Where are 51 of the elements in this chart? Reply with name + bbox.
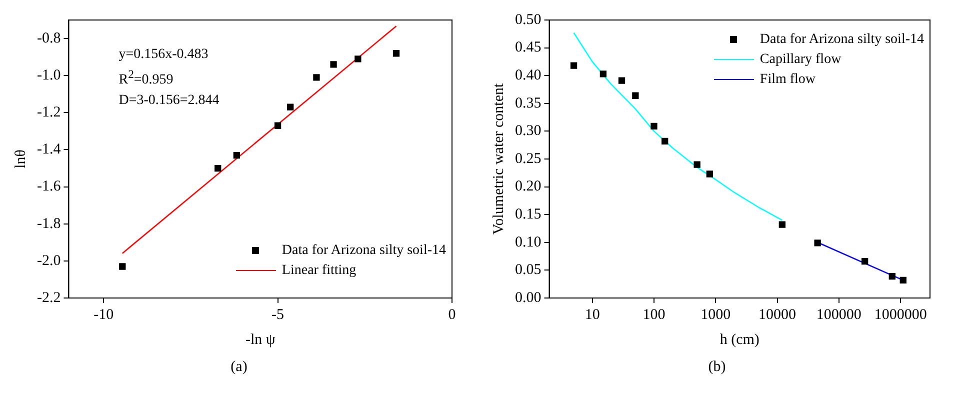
point xyxy=(392,50,400,57)
x-axis-title: -ln ψ xyxy=(245,332,276,348)
y-tick-label: 0.25 xyxy=(515,150,542,167)
annotation: D=3-0.156=2.844 xyxy=(118,92,220,110)
y-tick-label: -1.0 xyxy=(36,68,61,84)
y-tick-label: 0.05 xyxy=(515,262,542,278)
x-tick-label: 1000000 xyxy=(874,306,927,323)
point xyxy=(119,263,126,270)
y-tick-label: 0.10 xyxy=(515,234,542,250)
y-tick-label: 0.50 xyxy=(515,12,542,28)
point xyxy=(274,122,282,129)
legend-label: Data for Arizona silty soil-14 xyxy=(760,32,924,47)
y-axis-title: lnθ xyxy=(12,150,29,168)
x-tick-label: 0 xyxy=(448,306,456,323)
point xyxy=(354,56,362,62)
y-tick-label: 0.45 xyxy=(515,40,542,56)
legend-label: Data for Arizona silty soil-14 xyxy=(282,243,446,258)
y-tick-label: -1.4 xyxy=(36,142,62,158)
legend-label: Linear fitting xyxy=(282,263,356,278)
y-tick-label: 0.30 xyxy=(515,123,542,140)
annotation: R$^{2}$=0.959 xyxy=(118,67,174,90)
annotation: y=0.156x-0.483 xyxy=(118,46,210,64)
y-axis-title: Volumetric water content xyxy=(490,82,507,235)
x-axis-title: h (cm) xyxy=(720,332,760,348)
point xyxy=(313,74,320,81)
point xyxy=(214,164,222,172)
y-tick-label: -0.8 xyxy=(36,30,61,46)
y-tick-label: 0.35 xyxy=(515,95,542,112)
point xyxy=(330,61,337,68)
y-tick-label: -1.6 xyxy=(36,178,62,195)
x-tick-label: 100 xyxy=(642,306,666,323)
y-tick-label: 0.00 xyxy=(515,290,542,306)
y-tick-label: -2.0 xyxy=(36,252,61,269)
x-tick-label: -5 xyxy=(272,306,284,323)
legend-label: Film flow xyxy=(760,72,816,87)
text: (a) xyxy=(230,359,248,376)
x-tick-label: 10 xyxy=(584,306,600,323)
y-tick-label: 0.20 xyxy=(515,178,542,195)
y-tick-label: 0.15 xyxy=(515,206,542,223)
x-tick-label: 1000 xyxy=(700,306,731,323)
x-tick-label: 100000 xyxy=(816,306,862,323)
y-tick-label: 0.40 xyxy=(515,68,542,84)
y-tick-label: -1.2 xyxy=(36,104,61,121)
x-tick-label: 10000 xyxy=(758,306,796,323)
y-tick-label: -1.8 xyxy=(36,216,61,232)
text: (b) xyxy=(707,359,727,376)
point xyxy=(233,152,240,159)
legend-label: Capillary flow xyxy=(760,52,842,67)
y-tick-label: -2.2 xyxy=(36,290,61,306)
point xyxy=(287,104,294,110)
x-tick-label: -10 xyxy=(94,306,114,323)
